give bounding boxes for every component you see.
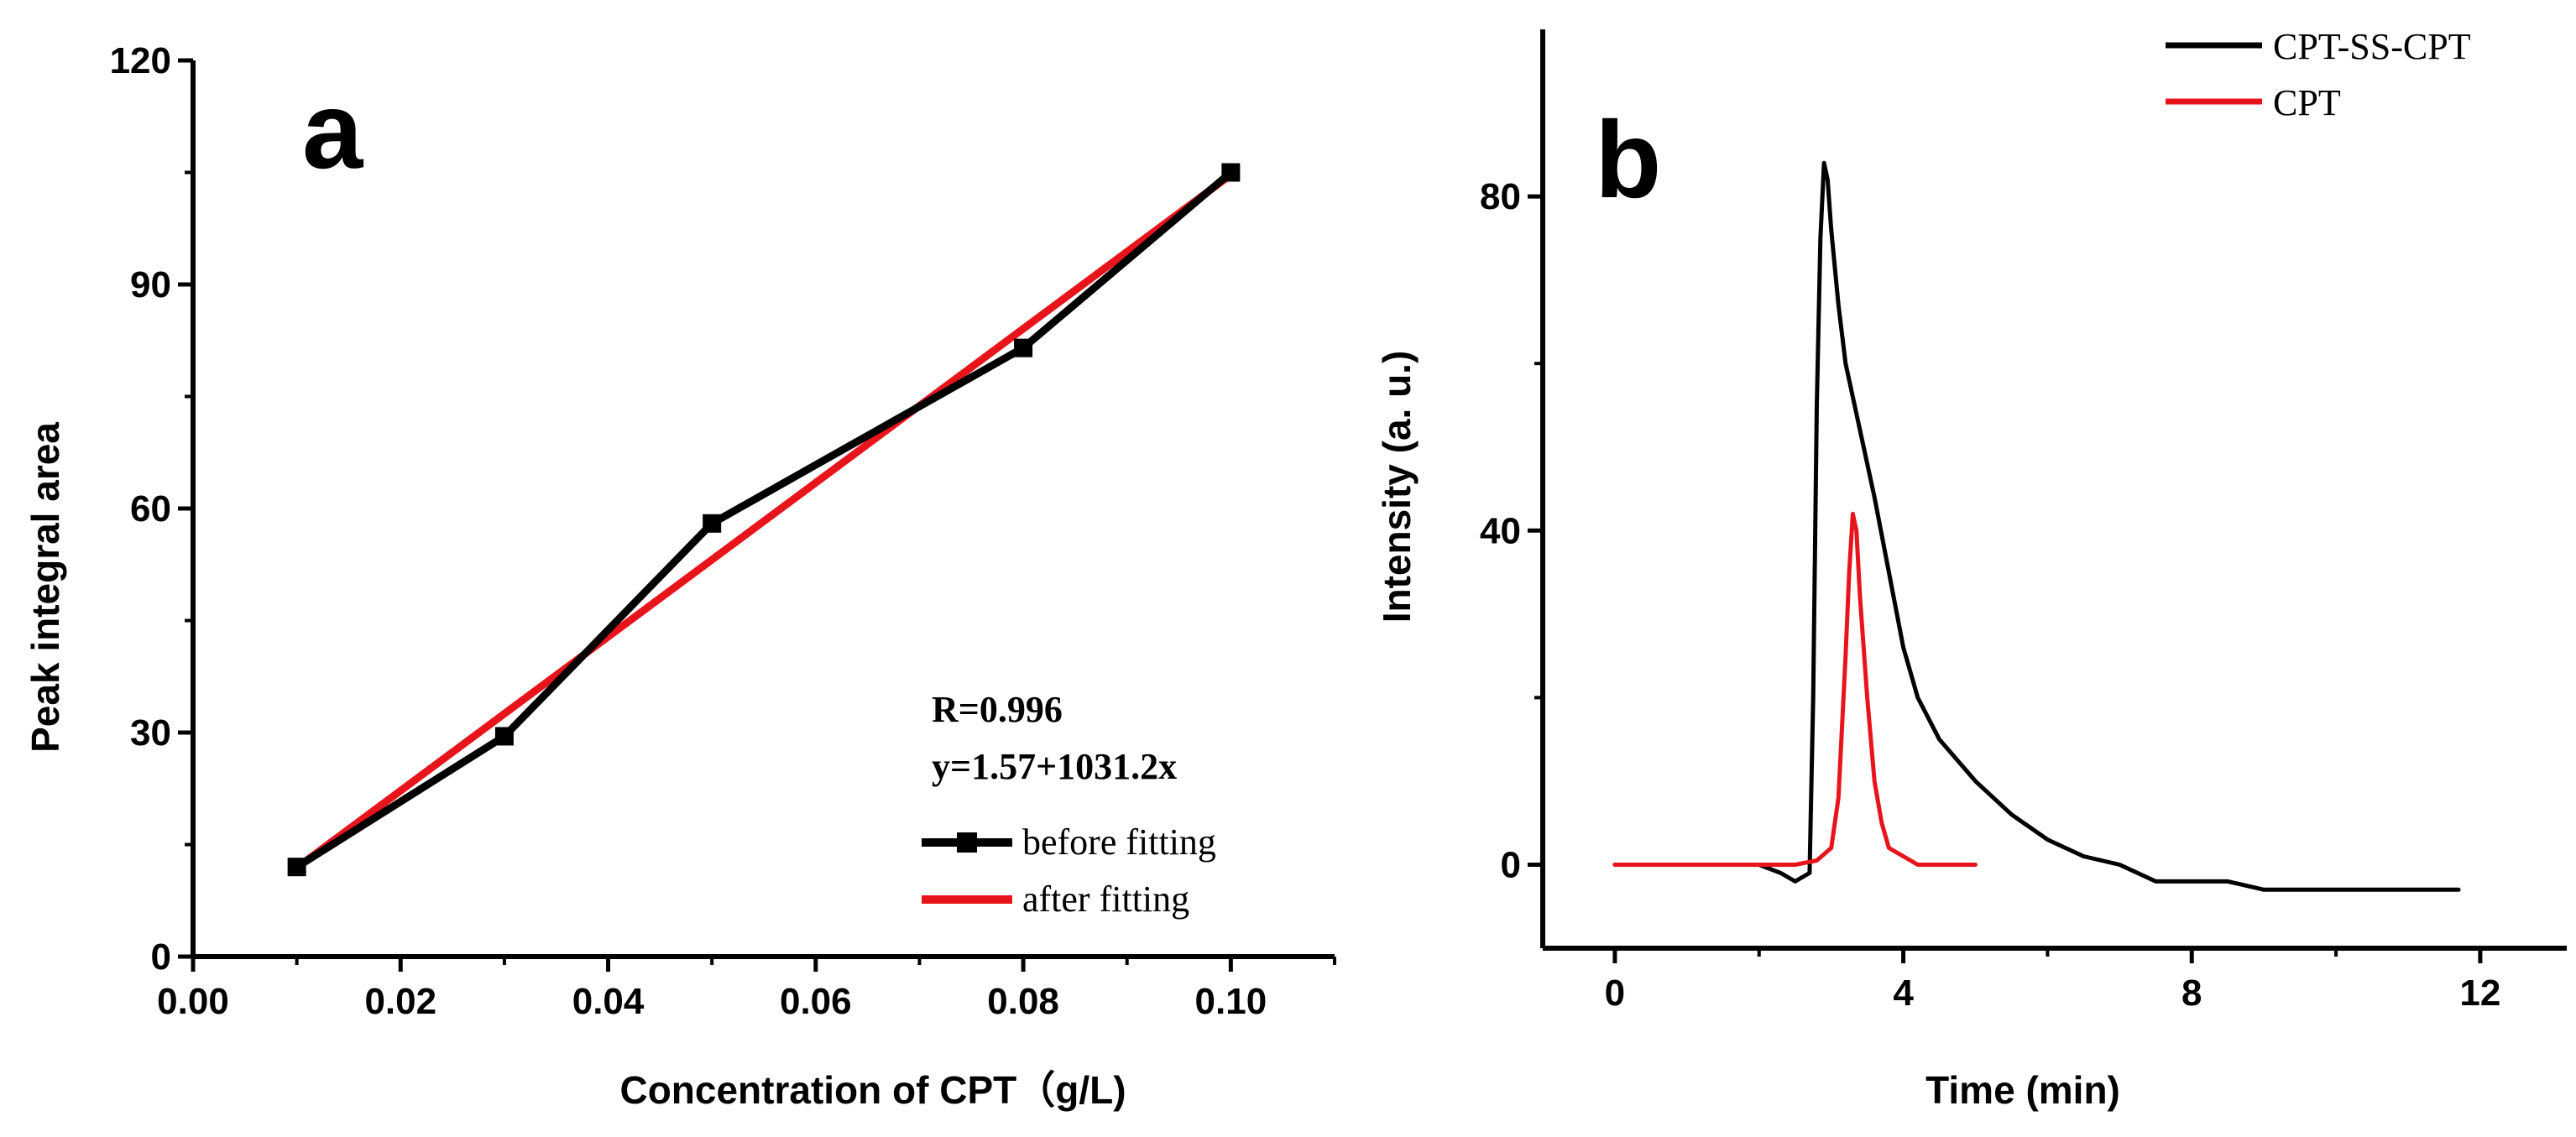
panel-a-y-axis-title: Peak integral area [24, 422, 67, 753]
panel-b-x-tick-label: 0 [1605, 973, 1625, 1014]
panel-a-x-tick-label: 0.08 [987, 981, 1059, 1022]
panel-b-y-tick-label: 40 [1480, 510, 1521, 551]
panel-a-y-tick-label: 0 [151, 936, 171, 978]
data-point-before-fitting [287, 858, 306, 877]
panel-b-chart: b 0 4 8 12 0 40 80 Intensity (a. u.) Time (min… [1375, 26, 2567, 1112]
panel-b-x-tick-label: 8 [2182, 973, 2202, 1014]
panel-label-a: a [302, 69, 364, 191]
series-line-cpt [1612, 511, 1978, 867]
panel-b-y-tick-label: 80 [1480, 176, 1521, 217]
data-point-before-fitting [703, 514, 722, 533]
panel-b-x-tick-label: 12 [2459, 973, 2500, 1014]
legend-marker-before-fitting [957, 832, 977, 853]
data-point-before-fitting [1014, 338, 1033, 357]
series-line-after-fitting [293, 170, 1235, 872]
panel-a-x-tick-label: 0.06 [780, 981, 852, 1022]
panel-b-x-axis-title: Time (min) [1925, 1068, 2120, 1112]
panel-a-x-tick-label: 0.10 [1195, 981, 1267, 1022]
series-line-cpt-ss-cpt [1612, 160, 2461, 892]
panel-a-x-axis-title: Concentration of CPT（g/L) [619, 1068, 1126, 1112]
panel-a-annotation-r: R=0.996 [932, 689, 1063, 730]
panel-b-y-axis-title: Intensity (a. u.) [1375, 351, 1419, 623]
panel-b-x-tick-label: 4 [1893, 973, 1914, 1014]
panel-b-y-tick-label: 0 [1501, 844, 1521, 885]
panel-a-y-tick-label: 30 [130, 712, 171, 754]
panel-a-y-tick-label: 120 [110, 40, 171, 81]
legend-label-after-fitting: after fitting [1022, 879, 1189, 920]
panel-label-b: b [1595, 98, 1661, 221]
legend-label-cpt-ss-cpt: CPT-SS-CPT [2273, 26, 2471, 67]
legend-label-before-fitting: before fitting [1022, 821, 1216, 863]
panel-a-x-tick-label: 0.02 [364, 981, 436, 1022]
panel-a-y-tick-label: 60 [130, 488, 171, 529]
legend-label-cpt: CPT [2273, 82, 2341, 123]
panel-a-legend: before fitting after fitting [922, 821, 1216, 920]
panel-a-chart: a 0.00 0.02 0.04 0.06 0.08 0.10 0 30 60 90 120 Pea… [24, 40, 1336, 1112]
data-point-before-fitting [494, 727, 514, 746]
panel-b-legend: CPT-SS-CPT CPT [2166, 26, 2471, 123]
panel-a-x-tick-label: 0.00 [157, 981, 229, 1022]
data-point-before-fitting [1221, 163, 1241, 182]
panel-a-annotation-equation: y=1.57+1031.2x [932, 746, 1177, 787]
panel-a-x-tick-label: 0.04 [572, 981, 645, 1022]
panel-a-y-tick-label: 90 [130, 264, 171, 305]
